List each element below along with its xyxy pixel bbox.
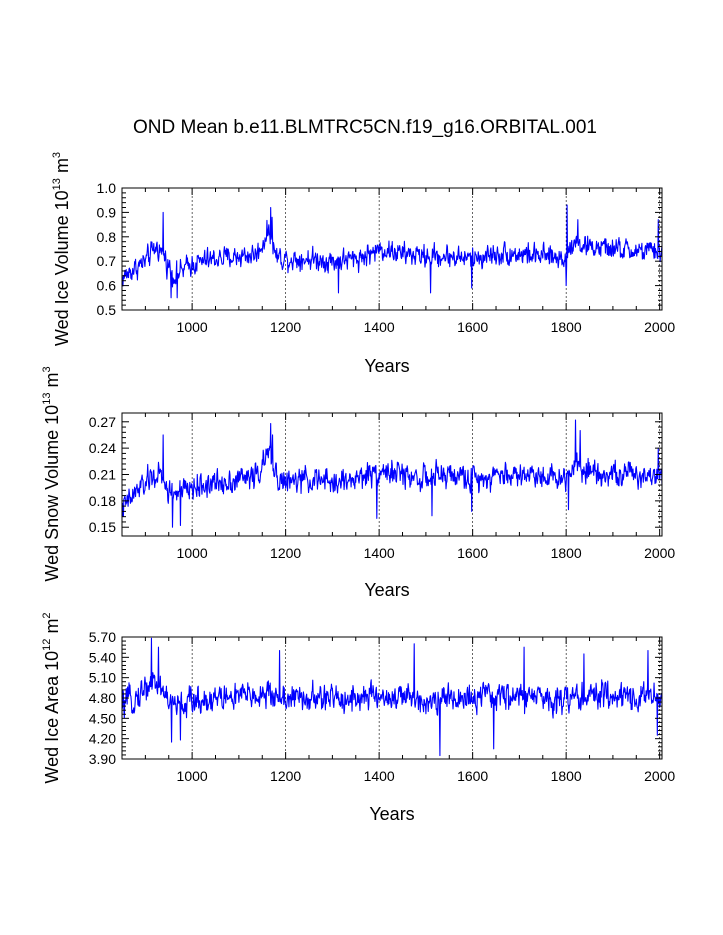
panel-ice-area: 1000 1200 1400 1600 1800 2000 3.90 4.20 4.50 4.80… <box>41 612 675 824</box>
ice-volume-ylabel: Wed Ice Volume 1013 m3 <box>51 152 72 346</box>
wed-ice-area-ytick-label: 4.50 <box>89 710 116 726</box>
wed-ice-volume-xtick-label: 1800 <box>551 319 582 335</box>
wed-snow-volume-ytick-label: 0.18 <box>89 493 116 509</box>
wed-ice-area-ytick-label: 5.10 <box>89 670 116 686</box>
ice-area-plot: 1000 1200 1400 1600 1800 2000 3.90 4.20 4.50 4.80… <box>89 629 676 784</box>
panel-ice-volume: 1000 1200 1400 1600 1800 2000 0.5 0.6 0.7 0.8 0.9 1… <box>51 152 675 376</box>
snow-volume-plot: 1000 1200 1400 1600 1800 2000 0.15 0.18 0.21 0.24… <box>89 412 675 561</box>
wed-snow-volume-xtick-label: 1600 <box>457 545 488 561</box>
wed-snow-volume-series-line <box>121 419 663 528</box>
wed-ice-area-xtick-label: 2000 <box>644 768 675 784</box>
snow-volume-ylabel: Wed Snow Volume 1013 m3 <box>41 366 62 581</box>
wed-ice-area-ytick-label: 4.20 <box>89 731 116 747</box>
wed-ice-volume-xtick-label: 1600 <box>457 319 488 335</box>
ice-area-xlabel: Years <box>369 804 414 824</box>
wed-ice-volume-xtick-label: 1400 <box>364 319 395 335</box>
wed-ice-area-ytick-label: 5.70 <box>89 629 116 645</box>
wed-snow-volume-xtick-label: 1200 <box>270 545 301 561</box>
wed-ice-volume-ytick-label: 0.7 <box>97 253 117 269</box>
wed-ice-area-xtick-label: 1800 <box>551 768 582 784</box>
wed-ice-volume-xtick-label: 1000 <box>177 319 208 335</box>
wed-ice-area-ytick-label: 3.90 <box>89 751 116 767</box>
wed-ice-volume-xtick-label: 1200 <box>270 319 301 335</box>
wed-ice-volume-xtick-label: 2000 <box>644 319 675 335</box>
wed-ice-volume-series-line <box>121 204 663 299</box>
wed-ice-area-series-line <box>121 637 663 757</box>
figure-title: OND Mean b.e11.BLMTRC5CN.f19_g16.ORBITAL… <box>133 117 597 138</box>
wed-snow-volume-xtick-label: 2000 <box>644 545 675 561</box>
wed-ice-volume-ytick-label: 0.6 <box>97 278 117 294</box>
panel-snow-volume: 1000 1200 1400 1600 1800 2000 0.15 0.18 0.21 0.24… <box>41 366 675 600</box>
wed-ice-area-ytick-label: 4.80 <box>89 690 116 706</box>
snow-volume-xlabel: Years <box>364 580 409 600</box>
wed-ice-volume-ytick-label: 0.5 <box>97 302 117 318</box>
wed-ice-area-xtick-label: 1000 <box>177 768 208 784</box>
wed-ice-area-ytick-label: 5.40 <box>89 649 116 665</box>
wed-ice-volume-ytick-label: 0.9 <box>97 204 117 220</box>
wed-snow-volume-ytick-label: 0.24 <box>89 440 116 456</box>
wed-snow-volume-xtick-label: 1800 <box>551 545 582 561</box>
wed-snow-volume-xtick-label: 1400 <box>364 545 395 561</box>
ice-area-ylabel: Wed Ice Area 1012 m2 <box>41 612 62 783</box>
wed-snow-volume-xtick-label: 1000 <box>177 545 208 561</box>
ice-volume-plot: 1000 1200 1400 1600 1800 2000 0.5 0.6 0.7 0.8 0.9 1… <box>97 180 676 335</box>
wed-ice-volume-ytick-label: 1.0 <box>97 180 117 196</box>
wed-snow-volume-ytick-label: 0.27 <box>89 414 116 430</box>
wed-snow-volume-ytick-label: 0.15 <box>89 519 116 535</box>
wed-snow-volume-ytick-label: 0.21 <box>89 467 116 483</box>
ice-volume-xlabel: Years <box>364 356 409 376</box>
wed-ice-volume-ytick-label: 0.8 <box>97 229 117 245</box>
wed-ice-area-xtick-label: 1600 <box>457 768 488 784</box>
wed-ice-volume-frame <box>121 187 663 311</box>
wed-ice-area-xtick-label: 1200 <box>270 768 301 784</box>
wed-ice-area-xtick-label: 1400 <box>364 768 395 784</box>
